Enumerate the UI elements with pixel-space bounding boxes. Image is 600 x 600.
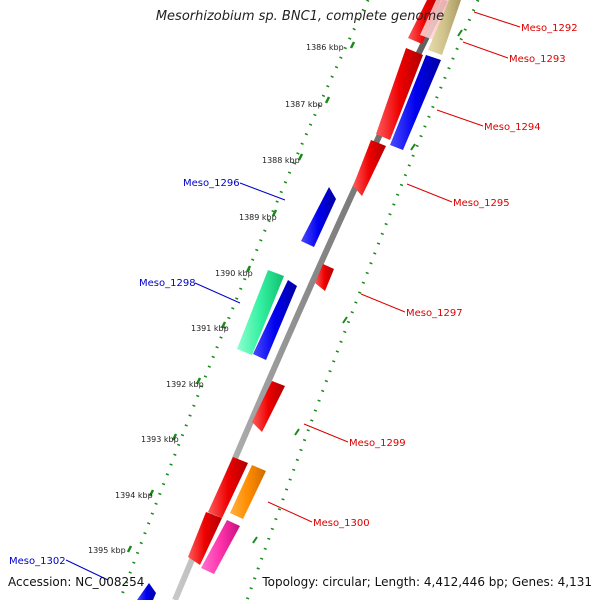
kbp-labels: 1386 kbp 1387 kbp 1388 kbp 1389 kbp 1390… bbox=[88, 43, 344, 555]
accession-label: Accession: NC_008254 bbox=[8, 575, 145, 589]
outer-major-ticks bbox=[252, 29, 463, 544]
gene-meso-1295[interactable] bbox=[353, 140, 386, 196]
outer-tick-track bbox=[245, 0, 480, 600]
gene-meso-1298-green[interactable] bbox=[237, 270, 284, 355]
gene-meso-1297[interactable] bbox=[315, 264, 334, 291]
tick-label: 1386 kbp bbox=[306, 43, 344, 52]
gene-label-meso-1294[interactable]: Meso_1294 bbox=[484, 122, 541, 133]
gene-label-meso-1302[interactable]: Meso_1302 bbox=[9, 556, 66, 567]
gene-feature-red-lower[interactable] bbox=[188, 512, 222, 565]
tick-label: 1394 kbp bbox=[115, 491, 153, 500]
tick-label: 1392 kbp bbox=[166, 380, 204, 389]
gene-label-meso-1297[interactable]: Meso_1297 bbox=[406, 308, 463, 319]
tick-label: 1389 kbp bbox=[239, 213, 277, 222]
tick-label: 1395 kbp bbox=[88, 546, 126, 555]
gene-label-meso-1292[interactable]: Meso_1292 bbox=[521, 23, 578, 34]
gene-meso-1296[interactable] bbox=[301, 187, 336, 247]
tick-label: 1388 kbp bbox=[262, 156, 300, 165]
gene-meso-1300-orange[interactable] bbox=[230, 465, 266, 519]
topology-summary: Topology: circular; Length: 4,412,446 bp… bbox=[262, 575, 592, 589]
tick-label: 1387 kbp bbox=[285, 100, 323, 109]
gene-meso-1294-red[interactable] bbox=[376, 48, 423, 140]
gene-label-meso-1293[interactable]: Meso_1293 bbox=[509, 54, 566, 65]
map-title: Mesorhizobium sp. BNC1, complete genome bbox=[155, 9, 445, 24]
forward-genes bbox=[188, 0, 461, 574]
gene-label-meso-1298[interactable]: Meso_1298 bbox=[139, 278, 196, 289]
tick-label: 1393 kbp bbox=[141, 435, 179, 444]
gene-feature-pink[interactable] bbox=[201, 520, 240, 574]
label-leaders bbox=[65, 11, 521, 581]
gene-feature-rose[interactable] bbox=[420, 0, 452, 40]
tick-label: 1390 kbp bbox=[215, 269, 253, 278]
gene-meso-1299[interactable] bbox=[252, 381, 285, 432]
gene-meso-1293[interactable] bbox=[428, 0, 461, 55]
reverse-genes bbox=[137, 187, 336, 600]
gene-labels: Meso_1292 Meso_1293 Meso_1294 Meso_1295 … bbox=[9, 23, 578, 567]
gene-label-meso-1296[interactable]: Meso_1296 bbox=[183, 178, 240, 189]
gene-label-meso-1295[interactable]: Meso_1295 bbox=[453, 198, 510, 209]
gene-meso-1294-blue[interactable] bbox=[390, 55, 441, 150]
gene-meso-1300-red[interactable] bbox=[208, 457, 248, 518]
gene-meso-1298-blue[interactable] bbox=[253, 280, 297, 360]
inner-major-ticks bbox=[126, 41, 356, 553]
gene-label-meso-1300[interactable]: Meso_1300 bbox=[313, 518, 370, 529]
gene-meso-1302[interactable] bbox=[137, 583, 156, 600]
tick-label: 1391 kbp bbox=[191, 324, 229, 333]
gene-label-meso-1299[interactable]: Meso_1299 bbox=[349, 438, 406, 449]
